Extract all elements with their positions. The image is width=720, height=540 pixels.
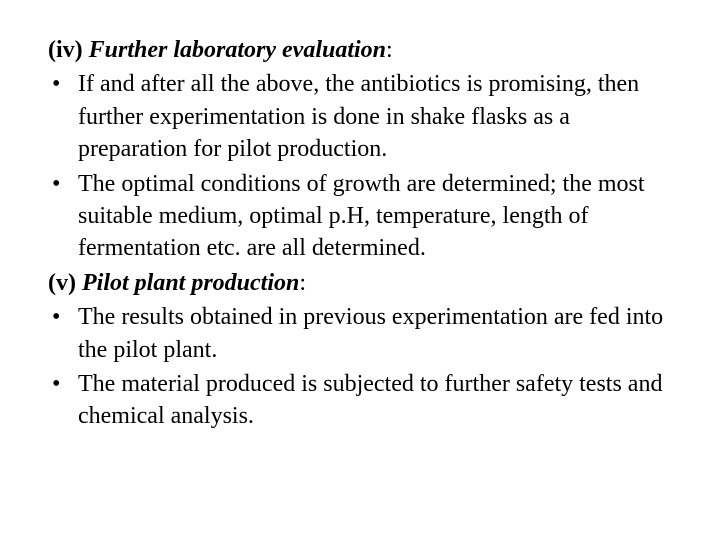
bullet-item: • If and after all the above, the antibi…	[48, 68, 672, 165]
section-title: Further laboratory evaluation	[89, 37, 386, 63]
bullet-icon: •	[52, 168, 60, 200]
section-heading-v: (v) Pilot plant production:	[48, 267, 672, 299]
bullet-icon: •	[52, 301, 60, 333]
section-colon: :	[299, 270, 306, 296]
slide-content: (iv) Further laboratory evaluation: • If…	[48, 34, 672, 433]
bullet-text: The material produced is subjected to fu…	[78, 371, 662, 429]
bullet-text: The results obtained in previous experim…	[78, 304, 663, 362]
bullet-item: • The optimal conditions of growth are d…	[48, 168, 672, 265]
section-colon: :	[386, 37, 393, 63]
section-heading-iv: (iv) Further laboratory evaluation:	[48, 34, 672, 66]
bullet-icon: •	[52, 68, 60, 100]
bullet-item: • The material produced is subjected to …	[48, 368, 672, 433]
section-title: Pilot plant production	[82, 270, 299, 296]
bullet-text: The optimal conditions of growth are det…	[78, 171, 645, 262]
bullet-item: • The results obtained in previous exper…	[48, 301, 672, 366]
section-label: (v)	[48, 270, 82, 296]
bullet-icon: •	[52, 368, 60, 400]
bullet-text: If and after all the above, the antibiot…	[78, 71, 639, 162]
section-label: (iv)	[48, 37, 89, 63]
